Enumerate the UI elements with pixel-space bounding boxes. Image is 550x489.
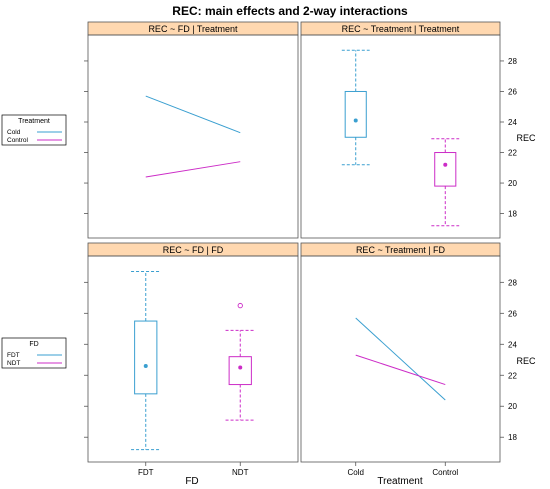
y-tick-label: 26 [508, 309, 517, 318]
y-tick-label: 28 [508, 278, 517, 287]
mean-dot [443, 162, 448, 167]
y-axis-label-top: REC [516, 133, 536, 143]
y-tick-label: 18 [508, 433, 517, 442]
strip-label: REC ~ Treatment | Treatment [342, 24, 460, 34]
y-tick-label: 20 [508, 402, 517, 411]
y-tick-label: 28 [508, 57, 517, 66]
box-body [228, 356, 252, 386]
y-tick-label: 22 [508, 371, 517, 380]
y-axis-label-bottom: REC [516, 356, 536, 366]
y-tick-label: 22 [508, 149, 517, 158]
outlier-point [237, 302, 243, 309]
legend-item-label: FDT [7, 352, 20, 359]
box-body [134, 320, 158, 395]
box-body [344, 90, 367, 138]
mean-dot [143, 363, 148, 368]
strip-label: REC ~ FD | FD [163, 245, 224, 255]
panel-2: REC ~ Treatment | Treatment 18 20 22 24 26 28 [300, 21, 517, 239]
strip-label: REC ~ Treatment | FD [356, 245, 446, 255]
legend-item-label: Cold [7, 129, 21, 136]
panel-3: REC ~ FD | FD FDT NDT [84, 242, 299, 477]
x-axis-label-left: FD [185, 476, 198, 487]
legend-title: Treatment [18, 118, 50, 125]
panels: REC ~ FD | Treatment REC ~ Treatment | Tr… [84, 21, 517, 477]
box-fdt [131, 270, 161, 451]
series-line-ndt [355, 354, 446, 386]
strip-label: REC ~ FD | Treatment [148, 24, 238, 34]
box-ndt [225, 302, 255, 421]
legend-item-label: NDT [7, 360, 20, 367]
series-line-control [145, 161, 241, 178]
y-tick-label: 18 [508, 210, 517, 219]
x-tick-label: NDT [232, 468, 249, 477]
mean-dot [238, 365, 243, 370]
x-axis-label-right: Treatment [377, 476, 422, 487]
plot-frame [87, 34, 299, 239]
panel-4: REC ~ Treatment | FD 18 20 22 24 26 28 Cold Cont… [300, 242, 517, 477]
legend-item-label: Control [7, 137, 29, 144]
plot-frame [87, 255, 299, 463]
box-body [434, 152, 457, 187]
legend-title: FD [29, 341, 38, 348]
box-cold [341, 49, 370, 166]
x-tick-label: FDT [138, 468, 154, 477]
plot-frame [300, 34, 501, 239]
x-tick-label: Control [432, 468, 458, 477]
series-line-cold [145, 95, 241, 134]
y-tick-label: 24 [508, 118, 517, 127]
figure-title: REC: main effects and 2-way interactions [172, 4, 408, 18]
series-line-fdt [355, 317, 446, 401]
plot-frame [300, 255, 501, 463]
axis-labels: REC REC FD Treatment [185, 133, 536, 487]
y-tick-label: 26 [508, 87, 517, 96]
box-control [431, 138, 460, 227]
y-tick-label: 20 [508, 179, 517, 188]
mean-dot [353, 118, 358, 123]
x-tick-label: Cold [347, 468, 363, 477]
panel-1: REC ~ FD | Treatment [84, 21, 299, 239]
y-tick-label: 24 [508, 340, 517, 349]
